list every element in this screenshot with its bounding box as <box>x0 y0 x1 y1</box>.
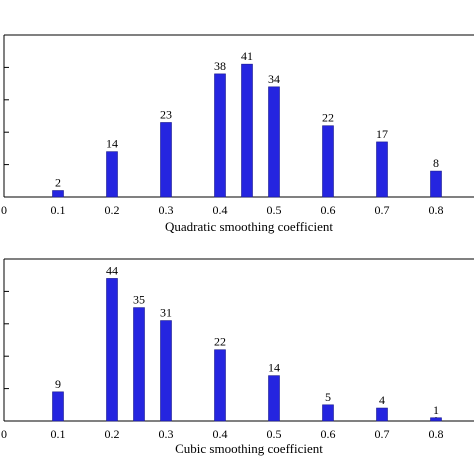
quadratic-bar-label: 22 <box>322 111 334 125</box>
cubic-chart: Cubic smoothing coefficient 0 0.1 0.2 0.3 0.… <box>1 258 474 456</box>
quadratic-x-tick-label: 0 <box>1 203 7 217</box>
cubic-x-tick-label: 0.6 <box>321 427 336 441</box>
cubic-x-tick-label: 0.8 <box>429 427 444 441</box>
cubic-xlabel: Cubic smoothing coefficient <box>175 441 323 456</box>
cubic-bar <box>268 375 280 422</box>
quadratic-bar <box>52 190 64 198</box>
quadratic-bar <box>106 151 118 198</box>
quadratic-x-tick-label: 0.1 <box>51 203 66 217</box>
quadratic-bar <box>376 141 388 198</box>
cubic-bar <box>214 349 226 422</box>
quadratic-x-tick-label: 0.7 <box>375 203 390 217</box>
quadratic-chart: Quadratic smoothing coefficient 0 0.1 0.2 0… <box>1 34 474 234</box>
quadratic-bar <box>322 125 334 198</box>
quadratic-xlabel: Quadratic smoothing coefficient <box>165 219 333 234</box>
cubic-bar-label: 1 <box>433 403 439 417</box>
cubic-x-tick-label: 0.2 <box>105 427 120 441</box>
cubic-x-tick-label: 0.4 <box>213 427 228 441</box>
cubic-bar <box>133 307 145 422</box>
quadratic-bar <box>160 122 172 198</box>
quadratic-x-tick-label: 0.5 <box>267 203 282 217</box>
cubic-x-tick-label: 0.5 <box>267 427 282 441</box>
quadratic-bar-label: 17 <box>376 127 388 141</box>
cubic-bar-label: 9 <box>55 377 61 391</box>
quadratic-bar <box>268 86 280 198</box>
quadratic-bar-label: 41 <box>241 49 253 63</box>
quadratic-bar <box>241 63 253 198</box>
cubic-bar-label: 5 <box>325 390 331 404</box>
quadratic-bar <box>430 170 442 198</box>
quadratic-bar-label: 23 <box>160 107 172 121</box>
quadratic-bar-label: 34 <box>268 72 280 86</box>
cubic-x-tick-label: 0 <box>1 427 7 441</box>
cubic-bar <box>52 391 64 422</box>
cubic-x-tick-label: 0.3 <box>159 427 174 441</box>
quadratic-x-tick-label: 0.4 <box>213 203 228 217</box>
cubic-x-tick-label: 0.1 <box>51 427 66 441</box>
cubic-bar <box>430 417 442 422</box>
cubic-bar <box>160 320 172 422</box>
cubic-bar <box>322 404 334 422</box>
cubic-bar <box>106 278 118 422</box>
cubic-bar-label: 22 <box>214 335 226 349</box>
quadratic-x-tick-label: 0.6 <box>321 203 336 217</box>
cubic-bar-label: 44 <box>106 263 118 277</box>
quadratic-x-tick-label: 0.8 <box>429 203 444 217</box>
quadratic-bar <box>214 73 226 198</box>
quadratic-bar-label: 2 <box>55 176 61 190</box>
cubic-bar <box>376 407 388 422</box>
cubic-bar-label: 14 <box>268 361 280 375</box>
quadratic-bar-label: 38 <box>214 59 226 73</box>
quadratic-bar-label: 8 <box>433 156 439 170</box>
cubic-bar-label: 4 <box>379 393 385 407</box>
cubic-x-tick-label: 0.7 <box>375 427 390 441</box>
quadratic-bar-label: 14 <box>106 137 118 151</box>
quadratic-x-tick-label: 0.3 <box>159 203 174 217</box>
cubic-bar-label: 31 <box>160 306 172 320</box>
quadratic-x-tick-label: 0.2 <box>105 203 120 217</box>
cubic-bar-label: 35 <box>133 293 145 307</box>
